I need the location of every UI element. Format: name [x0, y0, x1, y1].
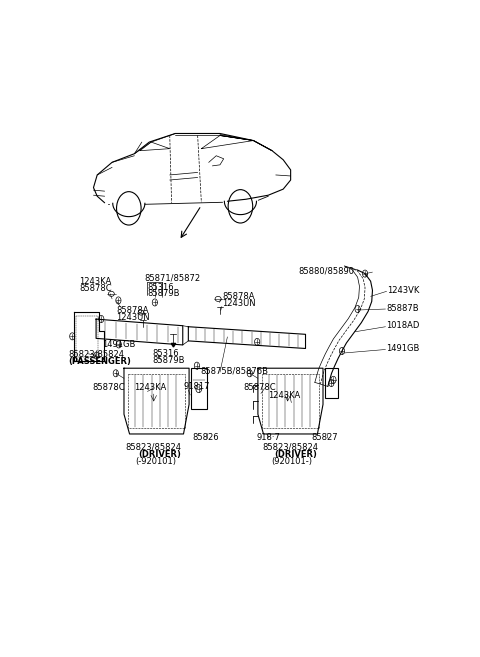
Text: 1491GB: 1491GB: [386, 344, 420, 353]
Text: 85887B: 85887B: [386, 304, 419, 313]
Bar: [191, 368, 206, 409]
Text: 1243UN: 1243UN: [117, 313, 150, 322]
Text: 85875B/85876B: 85875B/85876B: [201, 367, 269, 376]
Text: 91817: 91817: [184, 382, 210, 391]
Text: (DRIVER): (DRIVER): [274, 449, 317, 459]
Text: 85878A: 85878A: [117, 306, 149, 315]
Text: 85878C: 85878C: [93, 383, 125, 392]
Text: 85316: 85316: [152, 348, 179, 357]
Text: (PASSENGER): (PASSENGER): [68, 357, 131, 366]
Text: (DRIVER): (DRIVER): [138, 449, 181, 459]
Text: (-920101): (-920101): [135, 457, 177, 466]
Text: 85871/85872: 85871/85872: [145, 273, 201, 282]
Text: 85878C: 85878C: [79, 284, 112, 293]
Bar: [325, 368, 338, 397]
Text: 85823/85824: 85823/85824: [263, 442, 319, 451]
Text: 85826: 85826: [192, 432, 219, 442]
Text: 85879B: 85879B: [147, 289, 180, 298]
Text: 1243KA: 1243KA: [133, 383, 166, 392]
Text: 1243KA: 1243KA: [79, 277, 111, 286]
Text: 918·7: 918·7: [256, 432, 280, 442]
Text: 85823/85824: 85823/85824: [125, 442, 181, 451]
Text: 85879B: 85879B: [152, 355, 185, 365]
Text: 85880/85890: 85880/85890: [298, 267, 354, 275]
Text: 85827: 85827: [311, 432, 338, 442]
Text: 1243VK: 1243VK: [387, 286, 420, 295]
Text: 1491GB: 1491GB: [102, 340, 135, 350]
Text: 85316: 85316: [147, 283, 174, 292]
Text: 85878A: 85878A: [223, 292, 255, 301]
Text: 1243UN: 1243UN: [223, 300, 256, 308]
Text: 1018AD: 1018AD: [386, 321, 420, 330]
Polygon shape: [171, 344, 176, 347]
Text: (920101-): (920101-): [271, 457, 312, 466]
Text: 1243KA: 1243KA: [268, 391, 300, 400]
Text: 85878C: 85878C: [243, 383, 276, 392]
Text: 85823/85824: 85823/85824: [68, 350, 124, 359]
